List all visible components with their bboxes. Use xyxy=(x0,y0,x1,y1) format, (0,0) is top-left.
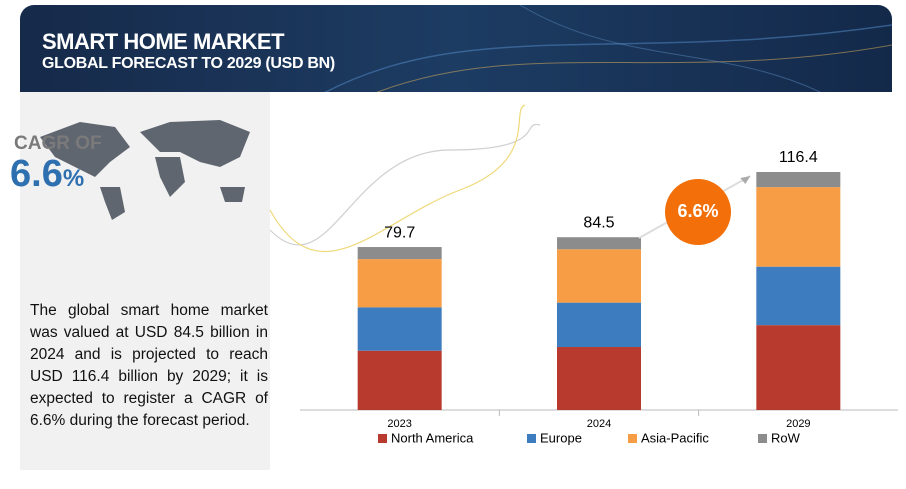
bar-segment xyxy=(357,259,442,308)
bar-segment xyxy=(357,247,442,260)
cagr-badge-label: 6.6% xyxy=(677,201,718,221)
header-decoration xyxy=(324,5,892,92)
total-label: 79.7 xyxy=(384,224,415,241)
legend-swatch xyxy=(378,434,387,443)
cagr-label: CAGR OF xyxy=(14,133,102,154)
bar-segment xyxy=(357,307,442,351)
x-tick-label: 2023 xyxy=(387,418,411,430)
cagr: 6.6% xyxy=(10,153,84,196)
title: SMART HOME MARKET xyxy=(42,29,285,54)
arrow-head xyxy=(740,176,751,184)
world-map xyxy=(40,120,250,220)
subtitle: GLOBAL FORECAST TO 2029 (USD BN) xyxy=(42,55,335,72)
legend-swatch xyxy=(628,434,637,443)
cagr-badge xyxy=(665,179,731,245)
x-tick-label: 2024 xyxy=(587,418,611,430)
legend-label: RoW xyxy=(771,430,801,445)
bar-segment xyxy=(557,249,641,303)
legend-label: North America xyxy=(391,430,474,445)
description: The global smart home market was valued … xyxy=(30,302,268,429)
bar-segment xyxy=(756,266,841,326)
cagr-unit: % xyxy=(62,165,85,192)
bar-segment xyxy=(756,187,841,267)
growth-arrow xyxy=(638,175,751,239)
legend-swatch xyxy=(758,434,767,443)
bar-segment xyxy=(557,347,641,410)
total-label: 116.4 xyxy=(779,149,818,166)
bar-segment xyxy=(756,172,841,188)
bar-segment xyxy=(557,237,641,250)
legend-label: Europe xyxy=(540,430,582,445)
bar-segment xyxy=(756,325,841,410)
legend-swatch xyxy=(527,434,536,443)
cagr-value: 6.6 xyxy=(10,153,63,195)
legend-label: Asia-Pacific xyxy=(641,430,709,445)
x-tick-label: 2029 xyxy=(786,418,810,430)
total-label: 84.5 xyxy=(583,214,614,231)
bar-segment xyxy=(357,350,442,410)
bar-segment xyxy=(557,302,641,348)
summary-panel: The global smart home market was valued … xyxy=(20,92,270,470)
header: SMART HOME MARKET GLOBAL FORECAST TO 202… xyxy=(20,5,892,92)
